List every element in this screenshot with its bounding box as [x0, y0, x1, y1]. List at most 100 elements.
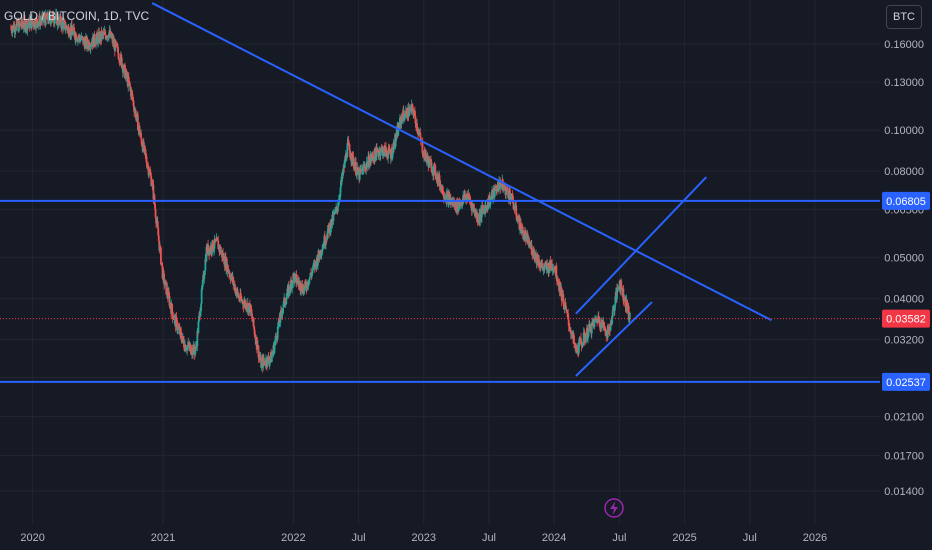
candle [239, 288, 242, 301]
candle-body [116, 46, 119, 48]
candle-body [190, 344, 192, 355]
candle-body [382, 147, 385, 154]
candle-body [129, 86, 132, 89]
candle [75, 32, 78, 42]
candle-body [297, 279, 299, 283]
candle-body [157, 235, 160, 241]
candle-body [277, 326, 280, 328]
candle [310, 267, 312, 276]
candle-body [385, 151, 388, 153]
candle-body [395, 136, 398, 142]
candle-body [349, 156, 352, 158]
candle [116, 43, 118, 48]
candle [147, 164, 150, 179]
candle-body [589, 324, 592, 333]
lightning-icon-bolt[interactable] [610, 501, 618, 515]
candle-body [238, 300, 241, 301]
candle [145, 153, 148, 164]
candle-body [572, 332, 574, 339]
trendline-line[interactable] [151, 2, 772, 322]
candle [603, 322, 606, 332]
candle-body [355, 161, 357, 175]
candle-body [526, 234, 529, 236]
candle [300, 290, 303, 296]
lightning-icon[interactable] [604, 498, 624, 518]
candle-body [168, 291, 170, 297]
candle-body [285, 298, 288, 305]
channel-upper-line[interactable] [575, 176, 708, 315]
candle [200, 285, 203, 308]
candle-body [345, 156, 348, 159]
candle-body [463, 194, 466, 200]
candle-body [303, 286, 306, 292]
candle-body [515, 205, 518, 216]
candle-body [283, 297, 286, 305]
candle-body [624, 296, 627, 308]
candle-body [270, 356, 273, 363]
candle [578, 336, 581, 348]
candle-body [620, 280, 623, 287]
channel-lower-line[interactable] [575, 301, 653, 377]
candle [50, 20, 53, 22]
candle [35, 16, 37, 34]
candle [39, 15, 42, 30]
time-axis[interactable]: 2020 2021 2022 Jul 2023 Jul 2024 Jul 2025 Jul 2026 [20, 532, 827, 544]
candle-body [350, 161, 353, 162]
x-tick-label: Jul [612, 532, 626, 544]
candle-body [341, 173, 343, 182]
candle-body [490, 196, 493, 198]
candle-body [24, 27, 27, 31]
drawing-layer[interactable] [0, 2, 880, 383]
symbol-title[interactable]: GOLD / BITCOIN, 1D, TVC [4, 9, 150, 23]
candle-body [106, 35, 109, 38]
candle-body [508, 190, 511, 194]
candle-body [540, 264, 543, 266]
candle-body [20, 25, 22, 27]
candle-body [276, 326, 279, 339]
candle-body [536, 254, 539, 262]
candle-body [373, 148, 376, 162]
candle-body [191, 354, 193, 356]
candle-body [582, 332, 585, 344]
candle-body [527, 243, 530, 245]
candle-body [150, 175, 153, 186]
currency-unit-button[interactable]: BTC [886, 5, 922, 29]
candle-body [618, 287, 620, 289]
candle-body [288, 285, 291, 291]
candle-body [591, 321, 594, 323]
candle [177, 322, 180, 329]
candle [527, 232, 529, 245]
candle [438, 172, 441, 191]
candle [463, 189, 466, 202]
candle-body [285, 295, 288, 299]
candle-body [213, 248, 215, 251]
candle [26, 23, 29, 36]
candle-body [289, 280, 292, 291]
candle-body [352, 155, 355, 166]
candle-body [611, 318, 614, 325]
candle-body [469, 200, 472, 204]
lightning-icon-ring[interactable] [604, 498, 624, 518]
candle-body [44, 13, 47, 26]
candle-body [293, 274, 296, 283]
candle [407, 102, 410, 122]
candle-body [177, 326, 180, 328]
candle-body [213, 238, 216, 249]
candle-body [237, 292, 239, 297]
candle-body [514, 205, 517, 210]
candle-body [604, 330, 607, 335]
candle [304, 279, 306, 290]
candle-body [42, 19, 45, 21]
candle-body [134, 109, 137, 119]
candle-body [595, 318, 598, 321]
candle [223, 253, 226, 265]
candle-body [131, 91, 133, 95]
candle [188, 342, 191, 352]
candle [582, 327, 585, 345]
candle-body [528, 241, 531, 245]
candle [104, 33, 107, 41]
candle-body [217, 240, 220, 250]
